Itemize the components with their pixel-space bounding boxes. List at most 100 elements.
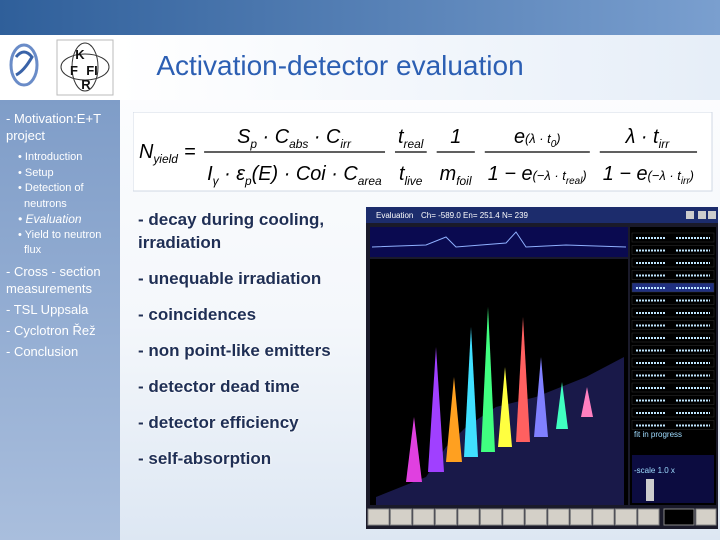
table-row: [631, 370, 715, 380]
formula-equals: =: [184, 141, 196, 163]
table-row: [631, 395, 715, 405]
peak: [516, 317, 530, 442]
bullet-list: - decay during cooling, irradiation - un…: [138, 208, 366, 483]
toolbar-button: [637, 508, 660, 526]
formula-text: · ε: [219, 163, 246, 185]
counter-box: [663, 508, 695, 526]
formula-text: 1 − e: [603, 163, 648, 185]
toolbar-button: [412, 508, 435, 526]
table-row: [631, 420, 715, 430]
scale-slider: [646, 479, 654, 501]
formula-subscript: 0: [551, 139, 557, 150]
slide-title: Activation-detector evaluation: [156, 50, 524, 81]
peak: [464, 327, 478, 457]
formula-subscript: yield: [152, 152, 178, 166]
fit-status: fit in progress: [634, 430, 682, 439]
nav-subitem: • Setup: [18, 166, 54, 179]
table-row: [631, 245, 715, 255]
formula-subscript: real: [403, 137, 423, 151]
window-button: [698, 211, 706, 219]
logo-letter: F: [70, 63, 78, 78]
formula-text: 1 − e: [488, 163, 533, 185]
logo-orbit: [60, 53, 110, 81]
bullet: - self-absorption: [138, 449, 272, 468]
status-text: Ch= -589.0 En= 251.4 N= 239: [421, 211, 529, 220]
bullet: - non point-like emitters: [138, 341, 331, 360]
toolbar-button: [390, 508, 412, 526]
bullet: - unequable irradiation: [138, 269, 322, 288]
peak: [446, 377, 462, 462]
table-row: [631, 232, 715, 243]
formula-subscript: live: [404, 174, 422, 188]
formula-subscript: irr: [340, 137, 352, 151]
logos: K F FI R: [9, 39, 114, 96]
formula-superscript: ): [580, 168, 586, 183]
nav-subitem-current: • Evaluation: [18, 212, 82, 226]
nav-subitems: • Introduction • Setup • Detection of ne…: [0, 150, 120, 259]
formula-text: t: [398, 126, 405, 148]
table-row: [631, 282, 715, 293]
spectrum-peaks: [376, 307, 624, 505]
bullet: - decay during cooling, irradiation: [138, 210, 325, 252]
overview-spectrum: [370, 227, 628, 257]
formula-lhs: Nyield: [139, 141, 178, 166]
table-row: [631, 307, 715, 318]
scale-label: -scale 1.0 x: [634, 466, 675, 475]
logo-letter: FI: [86, 63, 98, 78]
table-row: [631, 357, 715, 368]
window-button: [708, 211, 716, 219]
logo-swirl: [14, 50, 34, 77]
window-button: [686, 211, 694, 219]
formula-superscript: (−λ · t: [648, 168, 683, 183]
formula-subscript: real: [566, 176, 583, 187]
formula-superscript: ): [688, 168, 694, 183]
peak: [498, 367, 512, 447]
top-band: [0, 0, 720, 35]
table-row: [631, 407, 715, 418]
formula-text: · C: [308, 126, 341, 148]
toolbar-button: [480, 508, 502, 526]
table-row: [631, 382, 715, 393]
window-title: Evaluation: [376, 211, 413, 220]
formula-superscript: ): [554, 131, 560, 146]
formula-subscript: p: [244, 174, 252, 188]
toolbar-button: [570, 508, 592, 526]
formula-subscript: irr: [659, 137, 671, 151]
peak: [481, 307, 495, 452]
toolbar-button: [367, 508, 390, 526]
fraction-denominator: 1 − e(−λ · tirr): [603, 163, 694, 187]
fraction-denominator: tlive: [399, 163, 423, 188]
peak: [406, 417, 422, 482]
formula-text: · C: [257, 126, 290, 148]
fraction-numerator: λ · tirr: [625, 126, 671, 151]
formula-text: S: [237, 126, 251, 148]
formula-subscript: γ: [213, 174, 220, 188]
program-screenshot: Evaluation Ch= -589.0 En= 251.4 N= 239 f…: [366, 207, 718, 529]
bullet: - detector efficiency: [138, 413, 299, 432]
nav-item: - Cross - section measurements: [6, 263, 101, 296]
logo-letter: R: [81, 77, 91, 92]
logo-frame: [56, 39, 114, 96]
toolbar-button: [525, 508, 547, 526]
fit-panel: [632, 455, 714, 503]
logo-ring: [9, 43, 39, 87]
fraction-numerator: Sp · Cabs · Cirr: [237, 126, 352, 151]
formula: Nyield = Sp · Cabs · Cirr Iγ · εp(E) · Coi …: [133, 112, 713, 192]
toolbar-button: [435, 508, 457, 526]
table-row: [631, 295, 715, 305]
formula-text: I: [207, 163, 213, 185]
table-rows: [631, 232, 715, 430]
nav-item: - Conclusion: [6, 343, 79, 359]
nav-item: - Motivation:E+T project: [6, 111, 101, 143]
table-row: [631, 345, 715, 355]
formula-subscript: irr: [681, 176, 691, 187]
title-area: [120, 35, 720, 100]
peak: [428, 347, 444, 472]
toolbar-button: [547, 508, 570, 526]
peak: [534, 357, 548, 437]
toolbar: [367, 508, 717, 526]
fraction-denominator: Iγ · εp(E) · Coi · Carea: [207, 163, 382, 188]
formula-text: t: [399, 163, 406, 185]
toolbar-button: [502, 508, 525, 526]
peak: [556, 382, 568, 429]
